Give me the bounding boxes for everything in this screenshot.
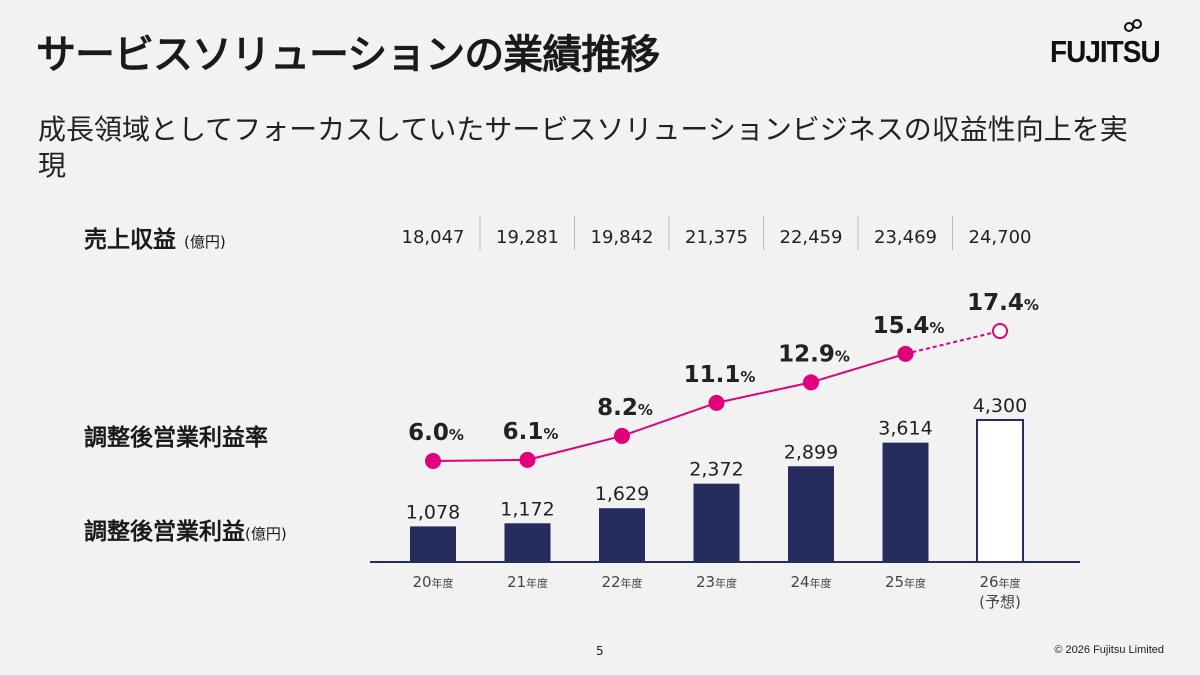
margin-label: 15.4% [873, 313, 945, 339]
x-tick-label: 23年度 [696, 573, 737, 591]
margin-label: 17.4% [967, 290, 1039, 316]
profit-label: 1,629 [595, 483, 649, 505]
margin-line-segment [621, 401, 717, 437]
margin-label: 8.2% [597, 395, 653, 421]
revenue-value: 18,047 [402, 227, 465, 248]
infinity-icon [1124, 19, 1142, 32]
profit-label: 調整後営業利益(億円) [84, 512, 287, 546]
revenue-value: 22,459 [780, 227, 843, 248]
profit-bar [410, 526, 456, 562]
copyright: © 2026 Fujitsu Limited [1054, 644, 1164, 656]
x-tick-label: 26年度 [979, 573, 1020, 591]
margin-line-segment [432, 458, 528, 462]
profit-label: 1,172 [500, 498, 554, 520]
margin-label: 11.1% [684, 362, 756, 388]
profit-bar [599, 508, 645, 562]
profit-bar [504, 523, 551, 562]
revenue-unit: (億円) [184, 233, 226, 251]
profit-label: 2,372 [689, 459, 743, 481]
margin-point [992, 323, 1008, 340]
margin-line-segment [810, 352, 906, 384]
profit-label-text: 調整後営業利益 [84, 519, 245, 545]
profit-bar [976, 419, 1024, 563]
subtitle: 成長領域としてフォーカスしていたサービスソリューションビジネスの収益性向上を実現 [38, 113, 1128, 182]
x-tick-label: 22年度 [601, 573, 642, 591]
margin-point [614, 427, 630, 444]
profit-label: 3,614 [878, 418, 932, 440]
margin-point [425, 453, 441, 469]
x-tick-label: 24年度 [790, 573, 831, 591]
profit-label: 4,300 [973, 395, 1027, 417]
x-tick-note: (予想) [979, 593, 1021, 611]
revenue-value: 23,469 [874, 227, 937, 248]
fujitsu-logo: FUJITSU [1050, 18, 1165, 69]
page-title: サービスソリューションの業績推移 [36, 32, 660, 78]
margin-label: 6.1% [503, 419, 559, 445]
revenue-value: 21,375 [685, 227, 748, 248]
margin-point [519, 451, 536, 468]
profit-bar [693, 483, 740, 562]
revenue-label: 売上収益 (億円) [84, 220, 226, 254]
margin-line-segment [527, 434, 623, 461]
x-tick-label: 21年度 [507, 573, 548, 591]
page-number: 5 [596, 644, 604, 658]
margin-point [803, 374, 819, 391]
margin-label: 6.0% [408, 420, 464, 446]
profit-bar [882, 442, 929, 562]
margin-line-segment [905, 330, 1001, 355]
profit-bar [788, 466, 834, 562]
x-tick-label: 20年度 [412, 573, 453, 591]
revenue-value: 24,700 [969, 227, 1032, 248]
margin-line-segment [716, 381, 812, 404]
revenue-value: 19,842 [591, 227, 654, 248]
revenue-label-text: 売上収益 [84, 227, 176, 253]
margin-label: 調整後営業利益率 [84, 425, 268, 451]
profit-unit: (億円) [245, 525, 287, 543]
margin-point [708, 394, 725, 411]
revenue-value: 19,281 [496, 227, 559, 248]
profit-label: 1,078 [406, 501, 460, 523]
profit-label: 2,899 [784, 441, 838, 463]
margin-label: 12.9% [778, 341, 850, 367]
x-tick-label: 25年度 [885, 573, 926, 591]
margin-point [897, 345, 914, 362]
